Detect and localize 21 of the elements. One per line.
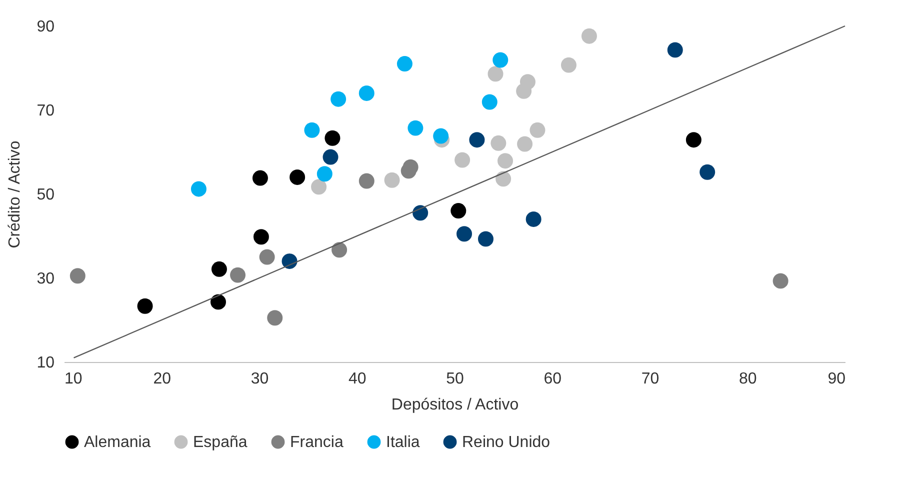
- legend-label: Italia: [386, 434, 420, 451]
- x-tick-label: 50: [446, 370, 464, 388]
- y-tick-label: 30: [36, 270, 55, 288]
- y-tick-label: 10: [36, 354, 55, 372]
- x-tick-label: 80: [738, 370, 757, 388]
- legend-label: Alemania: [84, 434, 151, 451]
- x-tick-label: 90: [828, 370, 846, 388]
- legend-label: Reino Unido: [462, 434, 550, 451]
- y-tick-label: 70: [36, 102, 55, 120]
- x-tick-label: 30: [250, 370, 269, 388]
- x-tick-label: 40: [348, 370, 366, 388]
- y-axis-title: Crédito / Activo: [6, 140, 24, 248]
- x-tick-label: 20: [153, 370, 172, 388]
- legend-label: España: [193, 434, 248, 451]
- x-tick-label: 10: [64, 370, 82, 388]
- legend-label: Francia: [290, 434, 344, 451]
- x-axis-title: Depósitos / Activo: [391, 396, 519, 414]
- y-tick-label: 50: [36, 186, 55, 204]
- y-tick-label: 90: [36, 18, 55, 36]
- x-tick-label: 70: [641, 370, 660, 388]
- x-tick-label: 60: [544, 370, 562, 388]
